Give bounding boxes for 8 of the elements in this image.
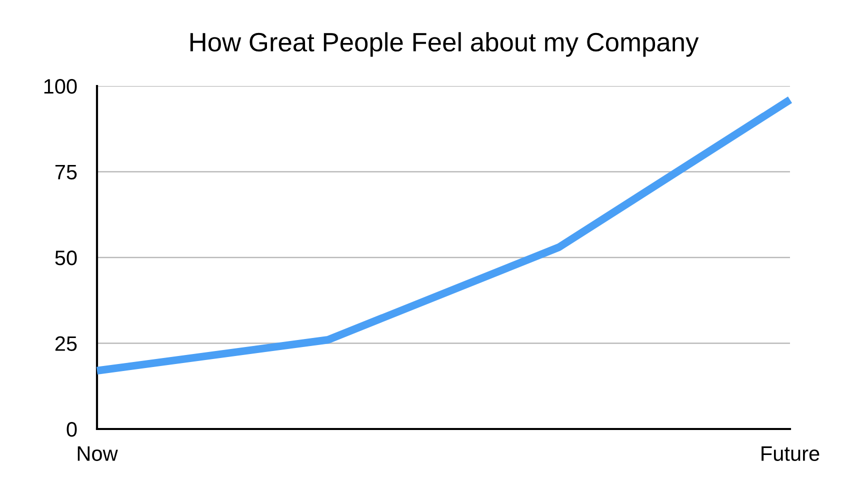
y-tick-label: 0 [66, 422, 77, 437]
y-tick-label: 100 [44, 79, 77, 94]
x-tick-label: Future [762, 446, 820, 461]
y-tick-label: 50 [55, 250, 77, 266]
x-tick-label: Now [78, 446, 118, 461]
y-tick-label: 75 [55, 164, 77, 180]
chart-title: How Great People Feel about my Company [190, 32, 699, 57]
y-tick-label: 25 [55, 336, 77, 352]
